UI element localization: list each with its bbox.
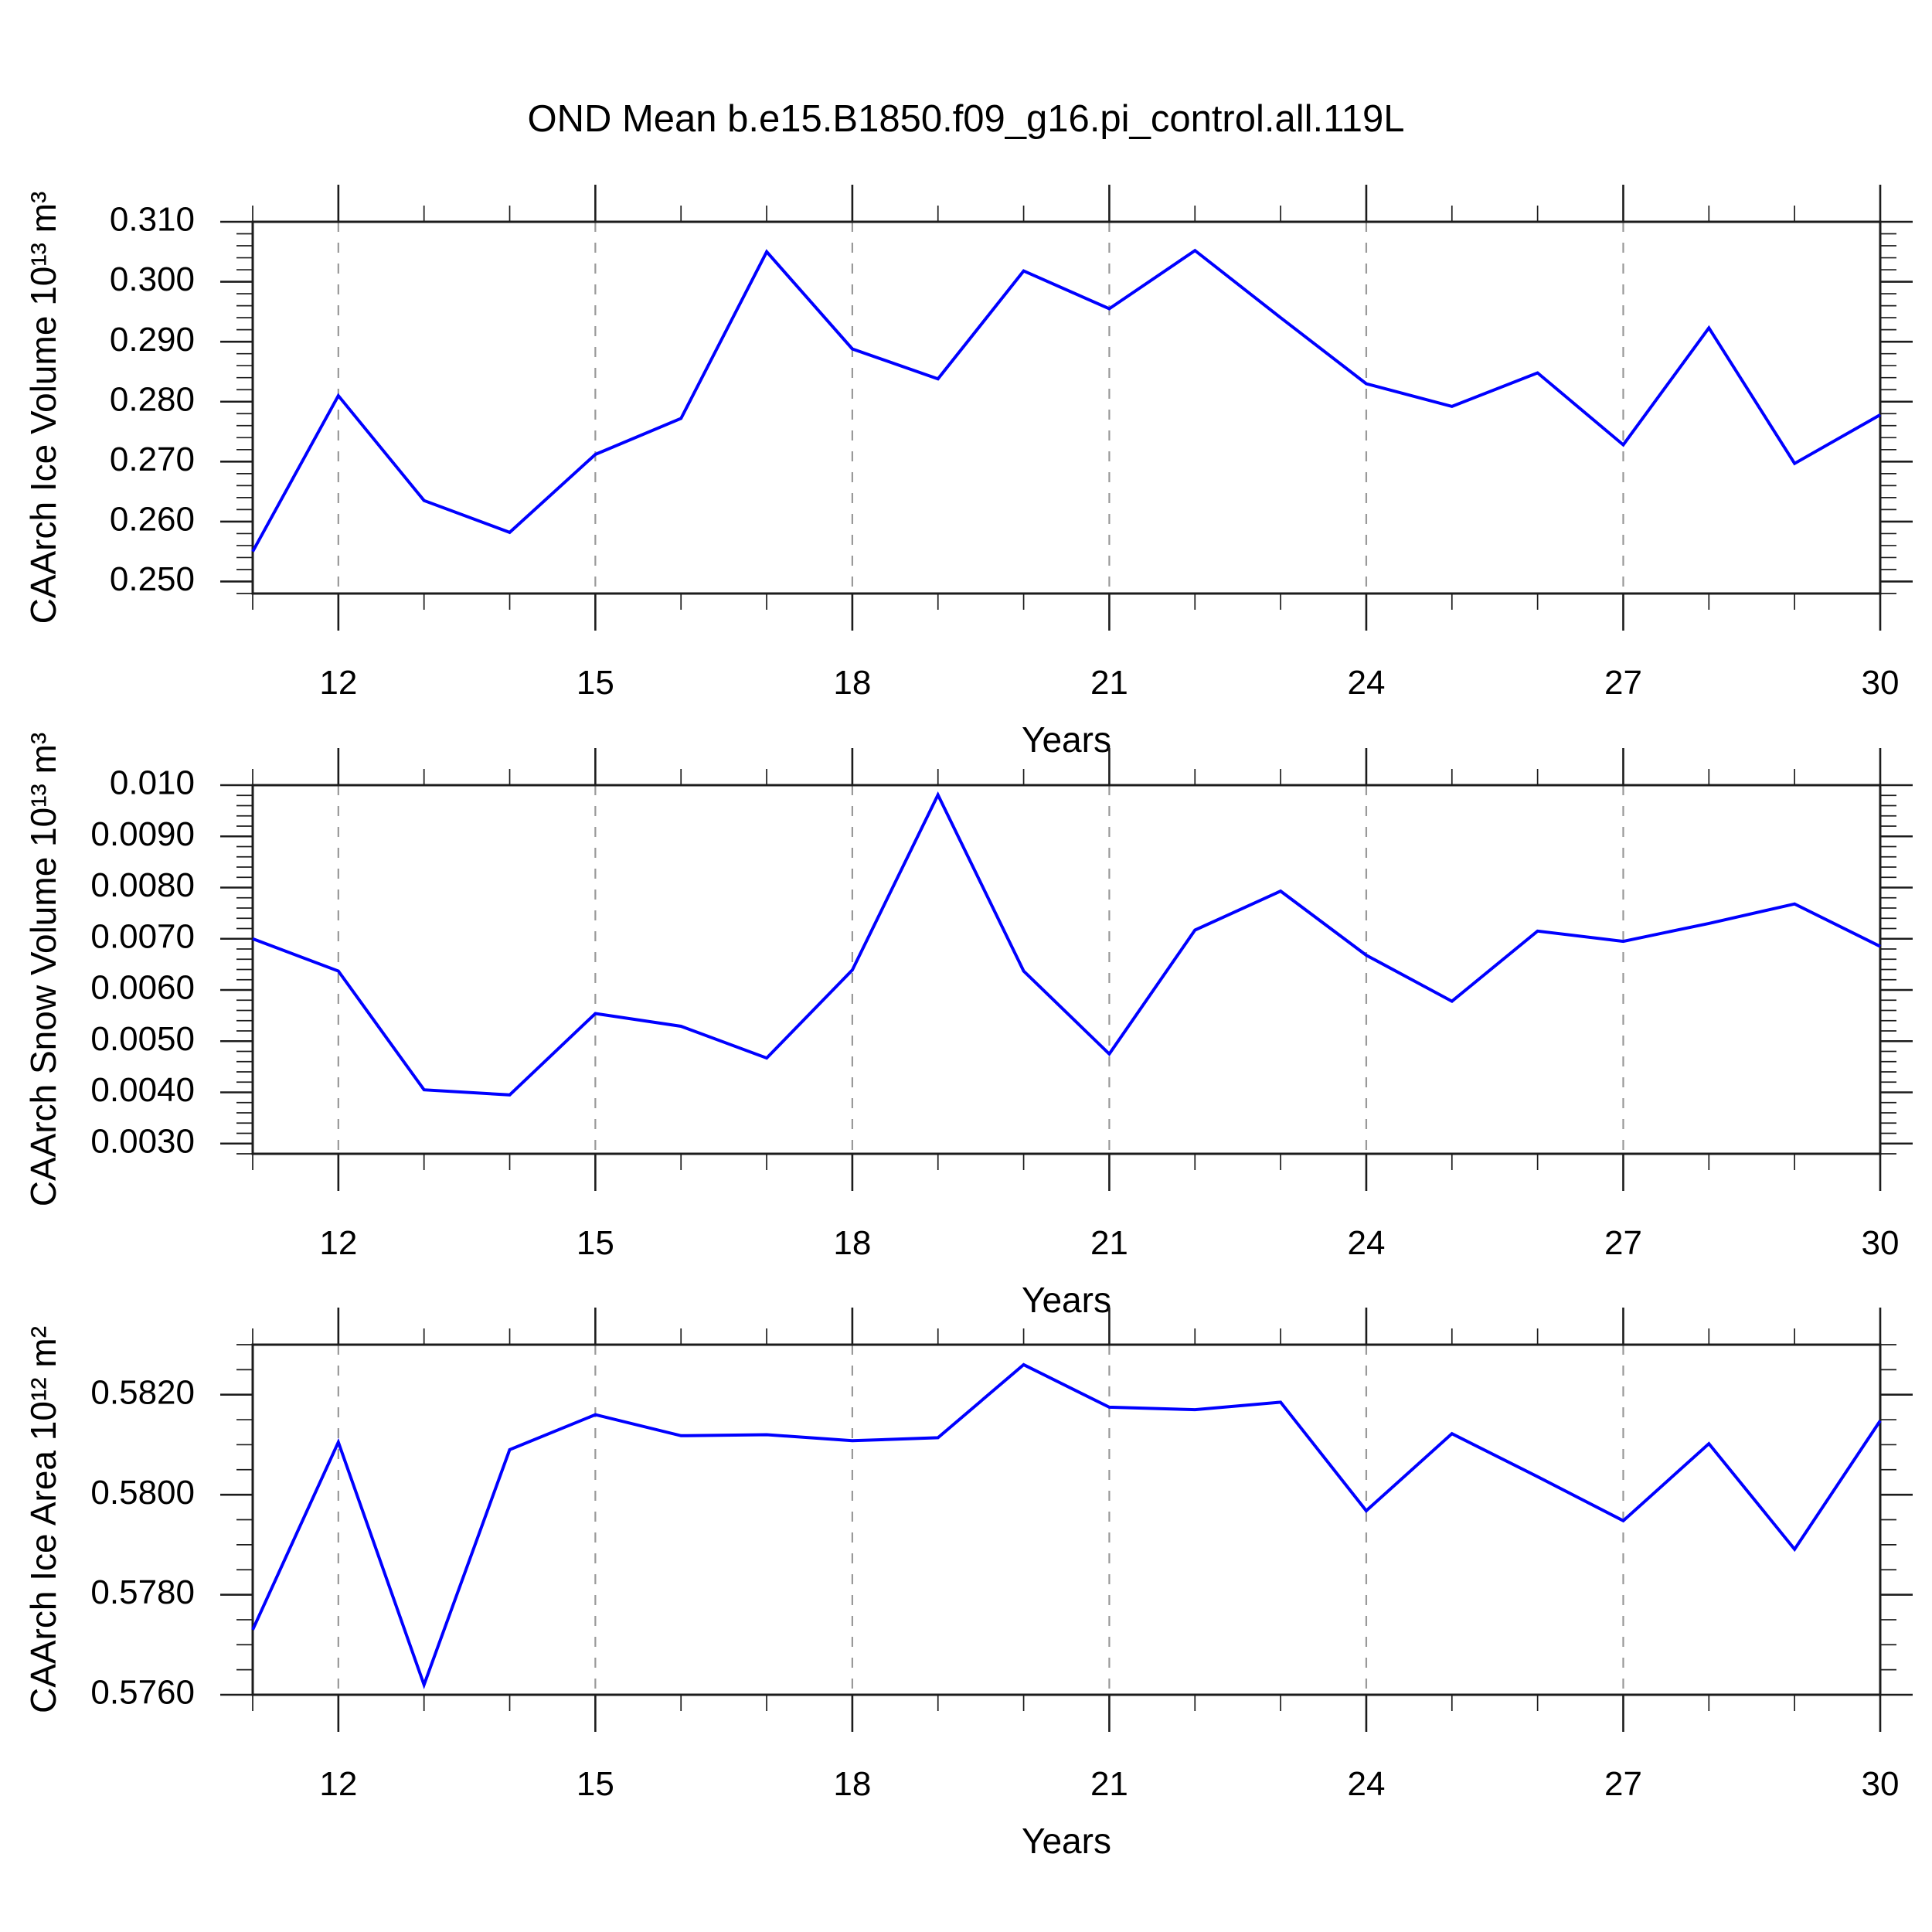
y-tick-label: 0.0090 [90, 815, 195, 853]
x-tick-label: 21 [1090, 664, 1128, 702]
y-tick-label: 0.5760 [90, 1674, 195, 1712]
y-tick-label: 0.250 [110, 560, 195, 598]
y-tick-label: 0.270 [110, 440, 195, 478]
y-tick-label: 0.310 [110, 201, 195, 239]
x-tick-label: 21 [1090, 1224, 1128, 1262]
x-tick-label: 24 [1347, 1765, 1385, 1803]
x-axis-title: Years [1022, 1821, 1111, 1861]
y-axis-title: CAArch Ice Area 10¹² m² [23, 1326, 63, 1713]
y-tick-label: 0.0030 [90, 1122, 195, 1160]
x-axis-title: Years [1022, 719, 1111, 760]
y-tick-label: 0.300 [110, 260, 195, 298]
chart-panel-ice-volume: 0.310 0.300 0.290 0.280 0.270 0.260 0.250 12 15 1… [23, 185, 1913, 760]
chart-panel-ice-area: 0.5820 0.5800 0.5780 0.5760 12 15 18 21 24 27 30 Ye… [23, 1308, 1913, 1861]
plot-frame [251, 1343, 1882, 1696]
x-tick-label: 15 [577, 1224, 614, 1262]
data-line [251, 1362, 1882, 1690]
x-tick-label: 30 [1862, 1765, 1900, 1803]
x-axis-title: Years [1022, 1280, 1111, 1320]
x-tick-label: 15 [577, 1765, 614, 1803]
x-tick-label: 27 [1604, 1224, 1642, 1262]
y-tick-label: 0.0060 [90, 969, 195, 1007]
x-tick-label: 24 [1347, 1224, 1385, 1262]
x-tick-label: 12 [319, 1765, 357, 1803]
x-tick-label: 12 [319, 664, 357, 702]
chart-panel-snow-volume: 0.010 0.0090 0.0080 0.0070 0.0060 0.0050 0.004… [23, 733, 1913, 1320]
y-axis-title: CAArch Snow Volume 10¹³ m³ [23, 733, 63, 1207]
y-tick-label: 0.260 [110, 501, 195, 539]
data-line [251, 248, 1881, 553]
x-tick-label: 30 [1862, 1224, 1900, 1262]
y-tick-label: 0.0050 [90, 1020, 195, 1058]
x-tick-label: 21 [1090, 1765, 1128, 1803]
y-tick-label: 0.290 [110, 321, 195, 359]
x-tick-label: 30 [1862, 664, 1900, 702]
x-tick-label: 24 [1347, 664, 1385, 702]
plot-frame [251, 220, 1882, 595]
x-tick-label: 27 [1604, 664, 1642, 702]
y-tick-label: 0.0080 [90, 866, 195, 904]
y-tick-label: 0.010 [110, 764, 195, 802]
y-tick-label: 0.5800 [90, 1474, 195, 1512]
data-line [252, 791, 1881, 1097]
plot-frame [251, 784, 1882, 1155]
y-axis-title: CAArch Ice Volume 10¹³ m³ [23, 192, 63, 624]
x-tick-label: 18 [833, 1224, 871, 1262]
x-tick-label: 18 [833, 664, 871, 702]
y-tick-label: 0.0070 [90, 917, 195, 955]
x-tick-label: 18 [833, 1765, 871, 1803]
y-tick-label: 0.5820 [90, 1373, 195, 1411]
y-tick-label: 0.280 [110, 380, 195, 418]
x-tick-label: 15 [577, 664, 614, 702]
x-tick-label: 27 [1604, 1765, 1642, 1803]
chart-title: OND Mean b.e15.B1850.f09_g16.pi_control.… [527, 98, 1405, 140]
x-tick-label: 12 [319, 1224, 357, 1262]
y-tick-label: 0.0040 [90, 1071, 195, 1109]
y-tick-label: 0.5780 [90, 1573, 195, 1611]
